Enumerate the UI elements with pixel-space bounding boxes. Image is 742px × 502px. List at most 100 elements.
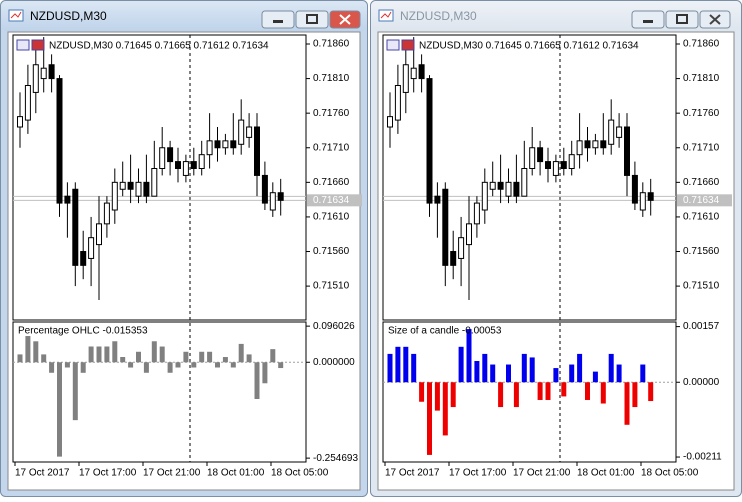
time-label: 17 Oct 17:00: [79, 468, 137, 479]
time-label: 18 Oct 05:00: [641, 468, 699, 479]
indicator-bar: [561, 382, 567, 397]
candle-body: [230, 140, 237, 149]
header-icon: [401, 39, 415, 51]
candle-body: [17, 116, 23, 128]
price-tick-label: 0.71560: [313, 246, 350, 257]
indicator-bar: [183, 351, 189, 363]
candle-body: [450, 251, 457, 266]
candle-body: [269, 192, 276, 211]
indicator-bar: [262, 362, 268, 384]
indicator-bar: [648, 382, 654, 402]
candle-body: [608, 119, 615, 145]
indicator-bar: [159, 346, 165, 363]
header-icon: [386, 39, 400, 51]
time-label: 17 Oct 2017: [15, 468, 70, 479]
candle-body: [631, 174, 638, 204]
maximize-button[interactable]: [295, 10, 329, 29]
indicator-bar: [222, 357, 228, 363]
candle-body: [442, 188, 449, 266]
minimize-glyph: [273, 20, 283, 23]
candle-body: [458, 237, 465, 259]
window-title: NZDUSD,M30: [400, 9, 477, 23]
indicator-tick-label: -0.254693: [313, 453, 358, 464]
window-icon-line: [380, 11, 392, 19]
indicator-bar: [80, 362, 86, 373]
indicator-bar: [41, 354, 47, 363]
candle-body: [222, 140, 229, 149]
candle-body: [489, 181, 496, 190]
candle-body: [48, 64, 55, 80]
indicator-bar: [521, 353, 527, 383]
indicator-bar: [513, 382, 519, 408]
indicator-bar: [632, 382, 638, 408]
indicator-tick-label: -0.00211: [683, 452, 722, 463]
minimize-button[interactable]: [631, 10, 665, 29]
price-tick-label: 0.71710: [683, 142, 720, 153]
indicator-tick-label: 0.00000: [683, 377, 720, 388]
indicator-bar: [246, 354, 252, 363]
time-label: 18 Oct 01:00: [207, 468, 265, 479]
candle-body: [592, 140, 599, 149]
indicator-bar: [395, 346, 401, 383]
indicator-bar: [434, 382, 440, 411]
indicator-bar: [537, 382, 543, 400]
maximize-glyph: [676, 14, 688, 24]
candle-body: [151, 168, 158, 197]
maximize-glyph: [306, 14, 318, 24]
indicator-bar: [466, 329, 472, 383]
candle-body: [537, 147, 544, 163]
close-glyph: [709, 14, 721, 25]
price-tick-label: 0.71610: [313, 212, 350, 223]
candle-body: [521, 168, 528, 197]
indicator-bar: [254, 362, 260, 399]
indicator-bar: [577, 353, 583, 383]
header-icon: [16, 39, 30, 51]
indicator-bar: [72, 362, 78, 421]
maximize-button[interactable]: [665, 10, 699, 29]
indicator-bar: [529, 357, 535, 383]
indicator-bar: [403, 346, 409, 383]
candle-body: [175, 161, 181, 170]
minimize-button[interactable]: [261, 10, 295, 29]
candle-body: [111, 181, 118, 211]
candle-body: [190, 161, 197, 170]
candle-body: [481, 181, 488, 211]
candle-body: [24, 84, 31, 121]
time-label: 17 Oct 17:00: [449, 468, 507, 479]
candle-body: [143, 181, 150, 197]
indicator-bar: [112, 341, 118, 363]
candle-body: [261, 174, 268, 204]
indicator-bar: [624, 382, 630, 425]
candle-body: [624, 126, 630, 176]
chart-header: NZDUSD,M30 0.71645 0.71665 0.71612 0.716…: [419, 41, 639, 52]
candle-body: [40, 67, 47, 80]
price-tick-label: 0.71860: [683, 39, 720, 50]
candle-body: [466, 223, 472, 246]
candle-body: [246, 126, 253, 138]
minimize-glyph: [643, 20, 653, 23]
candle-body: [198, 154, 205, 170]
indicator-bar: [482, 353, 488, 383]
candle-body: [402, 64, 409, 93]
candle-body: [214, 140, 221, 149]
indicator-bar: [167, 362, 173, 373]
time-label: 18 Oct 01:00: [577, 468, 635, 479]
candle-body: [64, 195, 71, 204]
indicator-plot: [12, 321, 307, 463]
indicator-bar: [175, 362, 181, 368]
candle-body: [545, 161, 551, 170]
candle-body: [426, 78, 433, 204]
price-tick-label: 0.71660: [683, 177, 720, 188]
indicator-bar: [640, 364, 646, 383]
candle-body: [96, 223, 102, 246]
candle-body: [639, 192, 646, 211]
indicator-bar: [207, 351, 213, 363]
candle-body: [56, 78, 63, 204]
indicator-bar: [25, 336, 31, 363]
candle-body: [647, 192, 654, 201]
indicator-bar: [96, 346, 102, 363]
indicator-bar: [387, 353, 393, 383]
price-tick-label: 0.71560: [683, 246, 720, 257]
